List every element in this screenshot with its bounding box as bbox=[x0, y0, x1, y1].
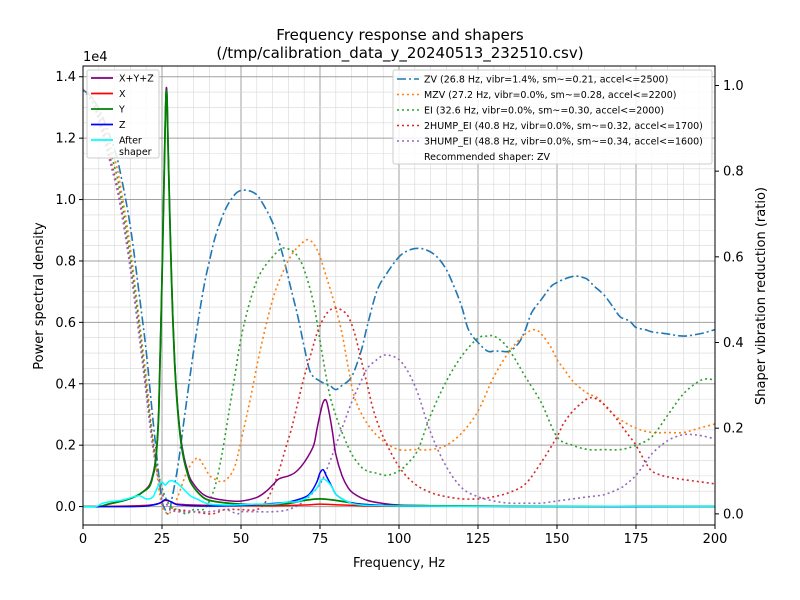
y2-tick-label: 0.4 bbox=[723, 336, 744, 351]
x-tick-label: 100 bbox=[387, 532, 412, 547]
y-tick-label: 0.2 bbox=[55, 439, 76, 454]
legend-psd-label: X bbox=[119, 89, 126, 100]
y2-tick-label: 0.8 bbox=[723, 165, 744, 180]
y-tick-label: 1.0 bbox=[55, 193, 76, 208]
y-axis-label: Power spectral density bbox=[32, 222, 47, 370]
shaper-line-zv bbox=[83, 89, 715, 515]
y2-tick-label: 0.2 bbox=[723, 422, 744, 437]
psd-line-y bbox=[83, 89, 715, 508]
legend-shaper-label: 2HUMP_EI (40.8 Hz, vibr=0.0%, sm~=0.32, … bbox=[424, 121, 703, 132]
legend-psd-label: shaper bbox=[119, 147, 152, 158]
x-tick-label: 200 bbox=[703, 532, 728, 547]
legend-psd-label: Y bbox=[118, 105, 125, 116]
x-tick-label: 75 bbox=[312, 532, 329, 547]
x-tick-label: 125 bbox=[466, 532, 491, 547]
x-tick-label: 150 bbox=[545, 532, 570, 547]
y-tick-label: 0.0 bbox=[55, 500, 76, 515]
x-tick-label: 25 bbox=[154, 532, 171, 547]
y2-tick-label: 0.0 bbox=[723, 507, 744, 522]
x-tick-label: 50 bbox=[233, 532, 250, 547]
shaper-line-mzv bbox=[83, 89, 715, 515]
y-tick-label: 0.6 bbox=[55, 316, 76, 331]
shaper-line-2hump-ei bbox=[83, 89, 715, 515]
legend-shaper-label: EI (32.6 Hz, vibr=0.0%, sm~=0.30, accel<… bbox=[424, 106, 664, 117]
y-axis-left: 0.0 0.2 0.4 0.6 0.8 1.0 1.2 1.4 bbox=[55, 70, 83, 515]
psd-curves bbox=[83, 86, 715, 508]
x-tick-label: 175 bbox=[624, 532, 649, 547]
legend-shapers: ZV (26.8 Hz, vibr=1.4%, sm~=0.21, accel<… bbox=[392, 69, 713, 165]
x-tick-label: 0 bbox=[79, 532, 87, 547]
shaper-curves bbox=[83, 89, 715, 515]
y-tick-label: 1.4 bbox=[55, 70, 76, 85]
recommended-shaper-note: Recommended shaper: ZV bbox=[424, 152, 550, 163]
shaper-line-ei bbox=[83, 89, 715, 515]
y-exponent-label: 1e4 bbox=[83, 50, 108, 65]
y2-axis-label: Shaper vibration reduction (ratio) bbox=[754, 187, 769, 405]
legend-shaper-label: MZV (27.2 Hz, vibr=0.0%, sm~=0.28, accel… bbox=[424, 90, 676, 101]
x-axis-label: Frequency, Hz bbox=[353, 556, 445, 571]
y2-tick-label: 1.0 bbox=[723, 79, 744, 94]
legend-psd-label: X+Y+Z bbox=[119, 74, 154, 85]
legend-psd-label: After bbox=[119, 136, 142, 147]
legend-psd-label: Z bbox=[119, 120, 126, 131]
legend-psd-frame bbox=[86, 69, 160, 159]
y-tick-label: 1.2 bbox=[55, 132, 76, 147]
y-tick-label: 0.8 bbox=[55, 254, 76, 269]
legend-shaper-label: ZV (26.8 Hz, vibr=1.4%, sm~=0.21, accel<… bbox=[424, 75, 668, 86]
chart-title: Frequency response and shapers bbox=[276, 26, 524, 44]
legend-shapers-frame bbox=[392, 69, 713, 165]
legend-shaper-label: 3HUMP_EI (48.8 Hz, vibr=0.0%, sm~=0.34, … bbox=[424, 137, 703, 148]
x-axis: 0 25 50 75 100 125 150 175 200 bbox=[79, 525, 728, 547]
psd-line-after-shaper bbox=[83, 478, 715, 508]
y-axis-right: 0.0 0.2 0.4 0.6 0.8 1.0 bbox=[715, 79, 744, 522]
y2-tick-label: 0.6 bbox=[723, 250, 744, 265]
chart-subtitle: (/tmp/calibration_data_y_20240513_232510… bbox=[216, 44, 583, 63]
y-tick-label: 0.4 bbox=[55, 377, 76, 392]
